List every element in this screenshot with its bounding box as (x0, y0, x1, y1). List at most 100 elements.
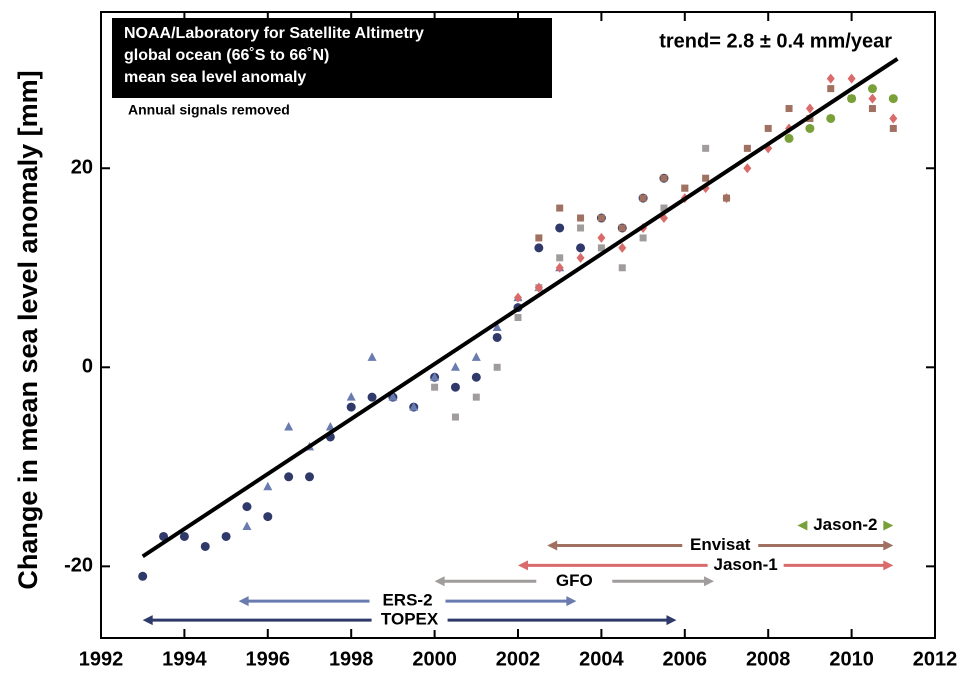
x-tick-label: 2000 (412, 648, 457, 670)
label-bg (371, 610, 448, 631)
data-point (868, 105, 876, 113)
data-point (471, 372, 481, 382)
data-point (784, 133, 794, 143)
arrow-head (142, 615, 153, 626)
data-point (556, 254, 564, 262)
data-point (514, 314, 522, 322)
y-axis-label: Change in mean sea level anomaly [mm] (13, 70, 43, 589)
data-point (597, 244, 605, 252)
data-point (263, 481, 273, 491)
data-point (702, 144, 710, 152)
arrow-head (703, 576, 714, 587)
data-point (889, 124, 897, 132)
data-point (242, 502, 252, 512)
data-point (284, 472, 294, 482)
data-point (159, 531, 169, 541)
data-point (451, 413, 459, 421)
data-point (826, 73, 835, 84)
data-point (888, 94, 898, 104)
data-point (472, 393, 480, 401)
mission-label: Jason-2 (813, 515, 877, 534)
label-bg (536, 571, 613, 592)
x-tick-label: 1996 (246, 648, 291, 670)
data-point (431, 383, 439, 391)
mission-label: ERS-2 (382, 591, 432, 610)
arrow-head (797, 520, 808, 531)
data-point (535, 234, 543, 242)
data-point (576, 243, 586, 253)
mission-label: TOPEX (381, 610, 439, 629)
plot-frame (100, 11, 936, 639)
mission-label: Jason-1 (714, 555, 778, 574)
data-point (534, 282, 543, 293)
mission-label: GFO (556, 571, 593, 590)
x-tick-label: 2008 (746, 648, 791, 670)
arrow-head (238, 596, 249, 607)
data-point (785, 105, 793, 113)
subtitle: Annual signals removed (128, 102, 290, 118)
data-point (639, 194, 647, 202)
data-point (388, 392, 398, 401)
data-point (681, 184, 689, 192)
trend-line (141, 57, 899, 559)
data-point (660, 174, 668, 182)
data-point (618, 264, 626, 272)
data-point (639, 234, 647, 242)
data-point (723, 194, 730, 202)
data-point (826, 113, 836, 123)
data-point (889, 113, 898, 124)
data-point (263, 512, 273, 522)
data-point (409, 402, 419, 411)
data-point (471, 352, 481, 361)
data-point (743, 163, 752, 174)
x-tick-label: 2004 (579, 648, 624, 670)
data-point (847, 94, 857, 104)
x-tick-label: 1994 (162, 648, 207, 670)
data-point (805, 103, 814, 114)
data-point (242, 521, 252, 531)
data-point (868, 93, 877, 104)
data-point (805, 123, 815, 133)
data-point (138, 571, 148, 581)
arrow-head (883, 540, 894, 551)
data-point (618, 224, 626, 232)
x-tick-label: 2006 (663, 648, 708, 670)
data-point (492, 322, 502, 331)
title-box (112, 18, 552, 98)
data-point (764, 124, 772, 132)
data-point (867, 84, 877, 94)
data-point (346, 402, 356, 412)
data-point (555, 223, 565, 233)
title-line: global ocean (66˚S to 66˚N) (124, 47, 329, 64)
data-point (577, 224, 585, 232)
data-point (284, 422, 294, 431)
data-point (618, 242, 627, 253)
data-point (450, 362, 460, 371)
arrow-head (666, 615, 677, 626)
y-tick-label: 20 (71, 157, 93, 179)
arrow-head (566, 596, 577, 607)
mission-label: Envisat (690, 535, 751, 554)
data-point (430, 372, 440, 381)
data-point (597, 232, 606, 243)
label-bg (682, 535, 759, 556)
data-point (325, 422, 335, 431)
label-bg (369, 591, 446, 612)
arrow-head (434, 576, 445, 587)
data-point (492, 332, 502, 342)
data-point (743, 144, 751, 152)
data-point (597, 214, 605, 222)
title-line: mean sea level anomaly (124, 69, 306, 86)
data-point (493, 363, 501, 371)
x-tick-label: 2012 (913, 648, 958, 670)
x-tick-label: 2010 (829, 648, 874, 670)
data-point (367, 352, 377, 361)
arrow-head (883, 560, 894, 571)
data-point (221, 531, 231, 541)
data-point (827, 85, 835, 93)
x-tick-label: 2002 (496, 648, 541, 670)
data-point (660, 204, 668, 212)
arrow-head (883, 520, 894, 531)
data-point (179, 531, 189, 541)
